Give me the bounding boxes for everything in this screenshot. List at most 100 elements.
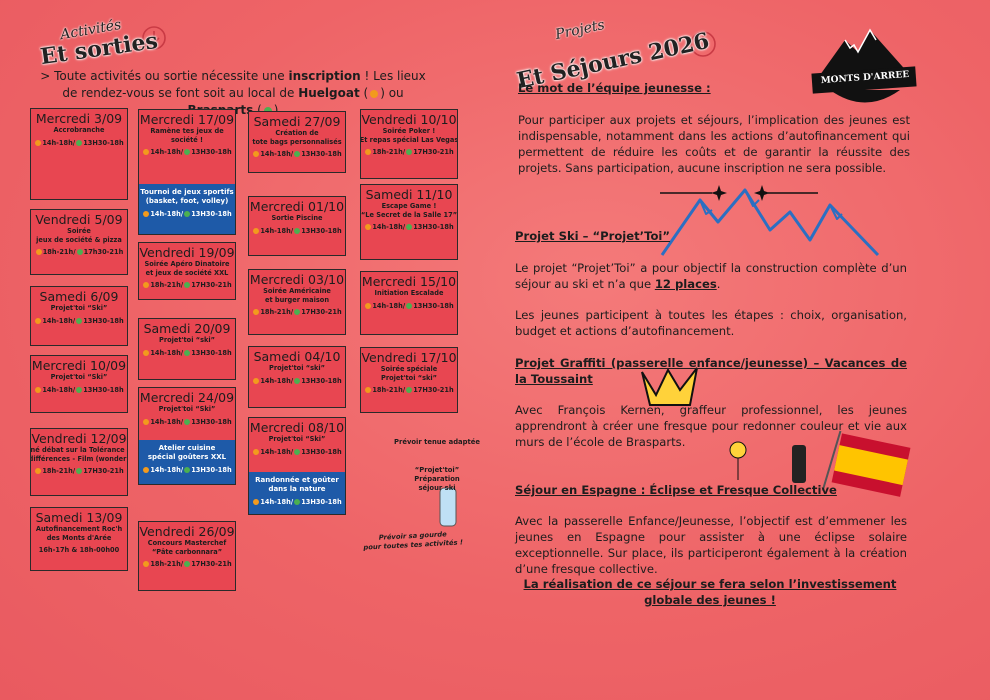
note-line: séjour ski [418,484,456,492]
event-extra: Tournoi de jeux sportifs (basket, foot, v… [139,184,235,234]
green-dot [184,211,191,217]
event-day: Samedi 20/09 [143,321,231,336]
intro-text: ( [253,103,262,117]
logo [811,28,917,103]
intro-bold: inscription [288,69,361,83]
orange-dot [35,386,42,393]
green-dot [76,317,83,324]
times: 18h-21h/17h30-21h [35,248,124,256]
time: 14h-18h/ [260,150,294,158]
orange-dot [35,249,42,255]
event-extra: Randonnée et goûter dans la nature 14h-18h… [249,472,345,514]
arrow-icon [142,26,716,57]
orange-dot [253,499,260,505]
time: 18h-21h/ [372,386,406,394]
event-day: Vendredi 12/09 [31,431,127,446]
event-line: (basket, foot, volley) [145,197,229,205]
event-line: Atelier cuisine [158,444,216,452]
event-day: Samedi 6/09 [39,289,119,304]
intro-text: > Toute activités ou sortie nécessite un… [40,69,289,83]
intro-text: ( [359,86,369,100]
event-line: Ramène tes jeux de [150,127,224,135]
times: 14h-18h/13H30-18h [252,498,342,506]
times: 14h-18h/13H30-18h [252,150,342,158]
time: 14h-18h/ [372,301,406,310]
time: 14h-18h/ [260,226,294,235]
green-dot [184,418,191,425]
event-day: Mercredi 3/09 [35,111,123,126]
event-day: Samedi 13/09 [35,510,123,525]
event-day: Mercredi 08/10 [249,420,345,435]
text: Le projet “Projet’Toi” a pour objectif l… [515,261,907,291]
orange-dot [253,448,260,455]
orange-dot [253,227,260,234]
event-line: Sortie Piscine [271,214,323,222]
note: “Projet'toi” Préparation séjour ski [392,466,482,493]
event-card: Samedi 20/09 Projet'toi “ski” 14h-18h/13H3… [138,318,236,380]
green-dot [406,387,413,393]
time: 14h-18h/ [150,148,184,156]
orange-dot [35,468,42,474]
time: 17H30-21h [413,386,454,394]
green-dot [294,499,301,505]
green-dot [76,468,83,474]
event-line: “Le Secret de la Salle 17” [360,210,458,219]
text: . [716,277,721,291]
orange-dot [143,282,150,288]
time: 13H30-18h [191,417,232,426]
event-card: Mercredi 10/09 Projet'toi “Ski” 14h-18h/13… [30,355,128,413]
event-line: Randonnée et goûter [255,476,339,484]
event-card: Mercredi 03/10 Soirée Américaine et burger… [248,269,346,335]
time: 18h-21h/ [150,560,184,568]
event-line: Création de [275,129,319,137]
event-line: et burger maison [264,295,330,304]
event-day: Mercredi 03/10 [249,272,345,287]
time: 17H30-21h [413,148,454,156]
event-day: Samedi 11/10 [365,187,453,202]
times: 18h-21h/17H30-21h [34,467,124,475]
orange-dot [365,302,372,309]
time: 14h-18h/ [150,210,184,218]
event-line: “Pâte carbonnara” [151,547,223,556]
event-line: jeux de société & pizza [36,235,122,244]
event-card: Vendredi 12/09Ciné débat sur la Toléranc… [30,428,128,496]
section-heading: Séjour en Espagne : Éclipse et Fresque C… [515,483,837,497]
times: 14h-18h/13H30-18h [142,349,232,357]
time: 17h30-21h [83,248,124,256]
green-dot [406,224,413,230]
time: 18h-21h/ [150,281,184,289]
times: 18h-21h/17H30-21h [364,386,454,394]
time: 17H30-21h [191,281,232,289]
times: 14h-18h/13H30-18h [364,301,454,310]
green-dot [184,349,191,356]
paragraph: Le projet “Projet’Toi” a pour objectif l… [515,260,907,292]
green-dot [184,561,191,567]
times: 14h-18h/13H30-18h [252,376,342,385]
event-line: société ! [170,135,204,144]
event-card: Mercredi 17/09 Ramène tes jeux de société … [138,109,236,235]
spray-can [792,445,806,483]
event-day: Vendredi 26/09 [139,524,235,539]
time: 17H30-21h [191,560,232,568]
sparkle [660,185,818,201]
times: 14h-18h/13H30-18h [142,466,232,474]
orange-dot [370,89,379,98]
event-card: Samedi 6/09 Projet'toi “Ski” 14h-18h/13H30… [30,286,128,346]
times: 18h-21h/17H30-21h [142,560,232,568]
time: 14h-18h/ [260,447,294,456]
event-line: Soirée spéciale [380,365,438,373]
green-dot [76,139,83,146]
orange-dot [143,418,150,425]
event-line: Projet'toi “Ski” [50,373,108,381]
times: 14h-18h/13H30-18h [364,223,454,231]
time: 13H30-18h [83,138,124,147]
event-line: Projet'toi “Ski” [268,435,326,443]
green-dot [294,448,301,455]
event-line: des Monts d'Arée [46,533,112,542]
times: 14h-18h/13H30-18h [142,148,232,156]
intro-text: ! Les lieux de rendez-vous se font soit … [62,69,426,100]
time: 14h-18h/ [260,376,294,385]
event-line: Projet'toi “Ski” [50,304,108,312]
event-day: Vendredi 5/09 [35,212,123,227]
